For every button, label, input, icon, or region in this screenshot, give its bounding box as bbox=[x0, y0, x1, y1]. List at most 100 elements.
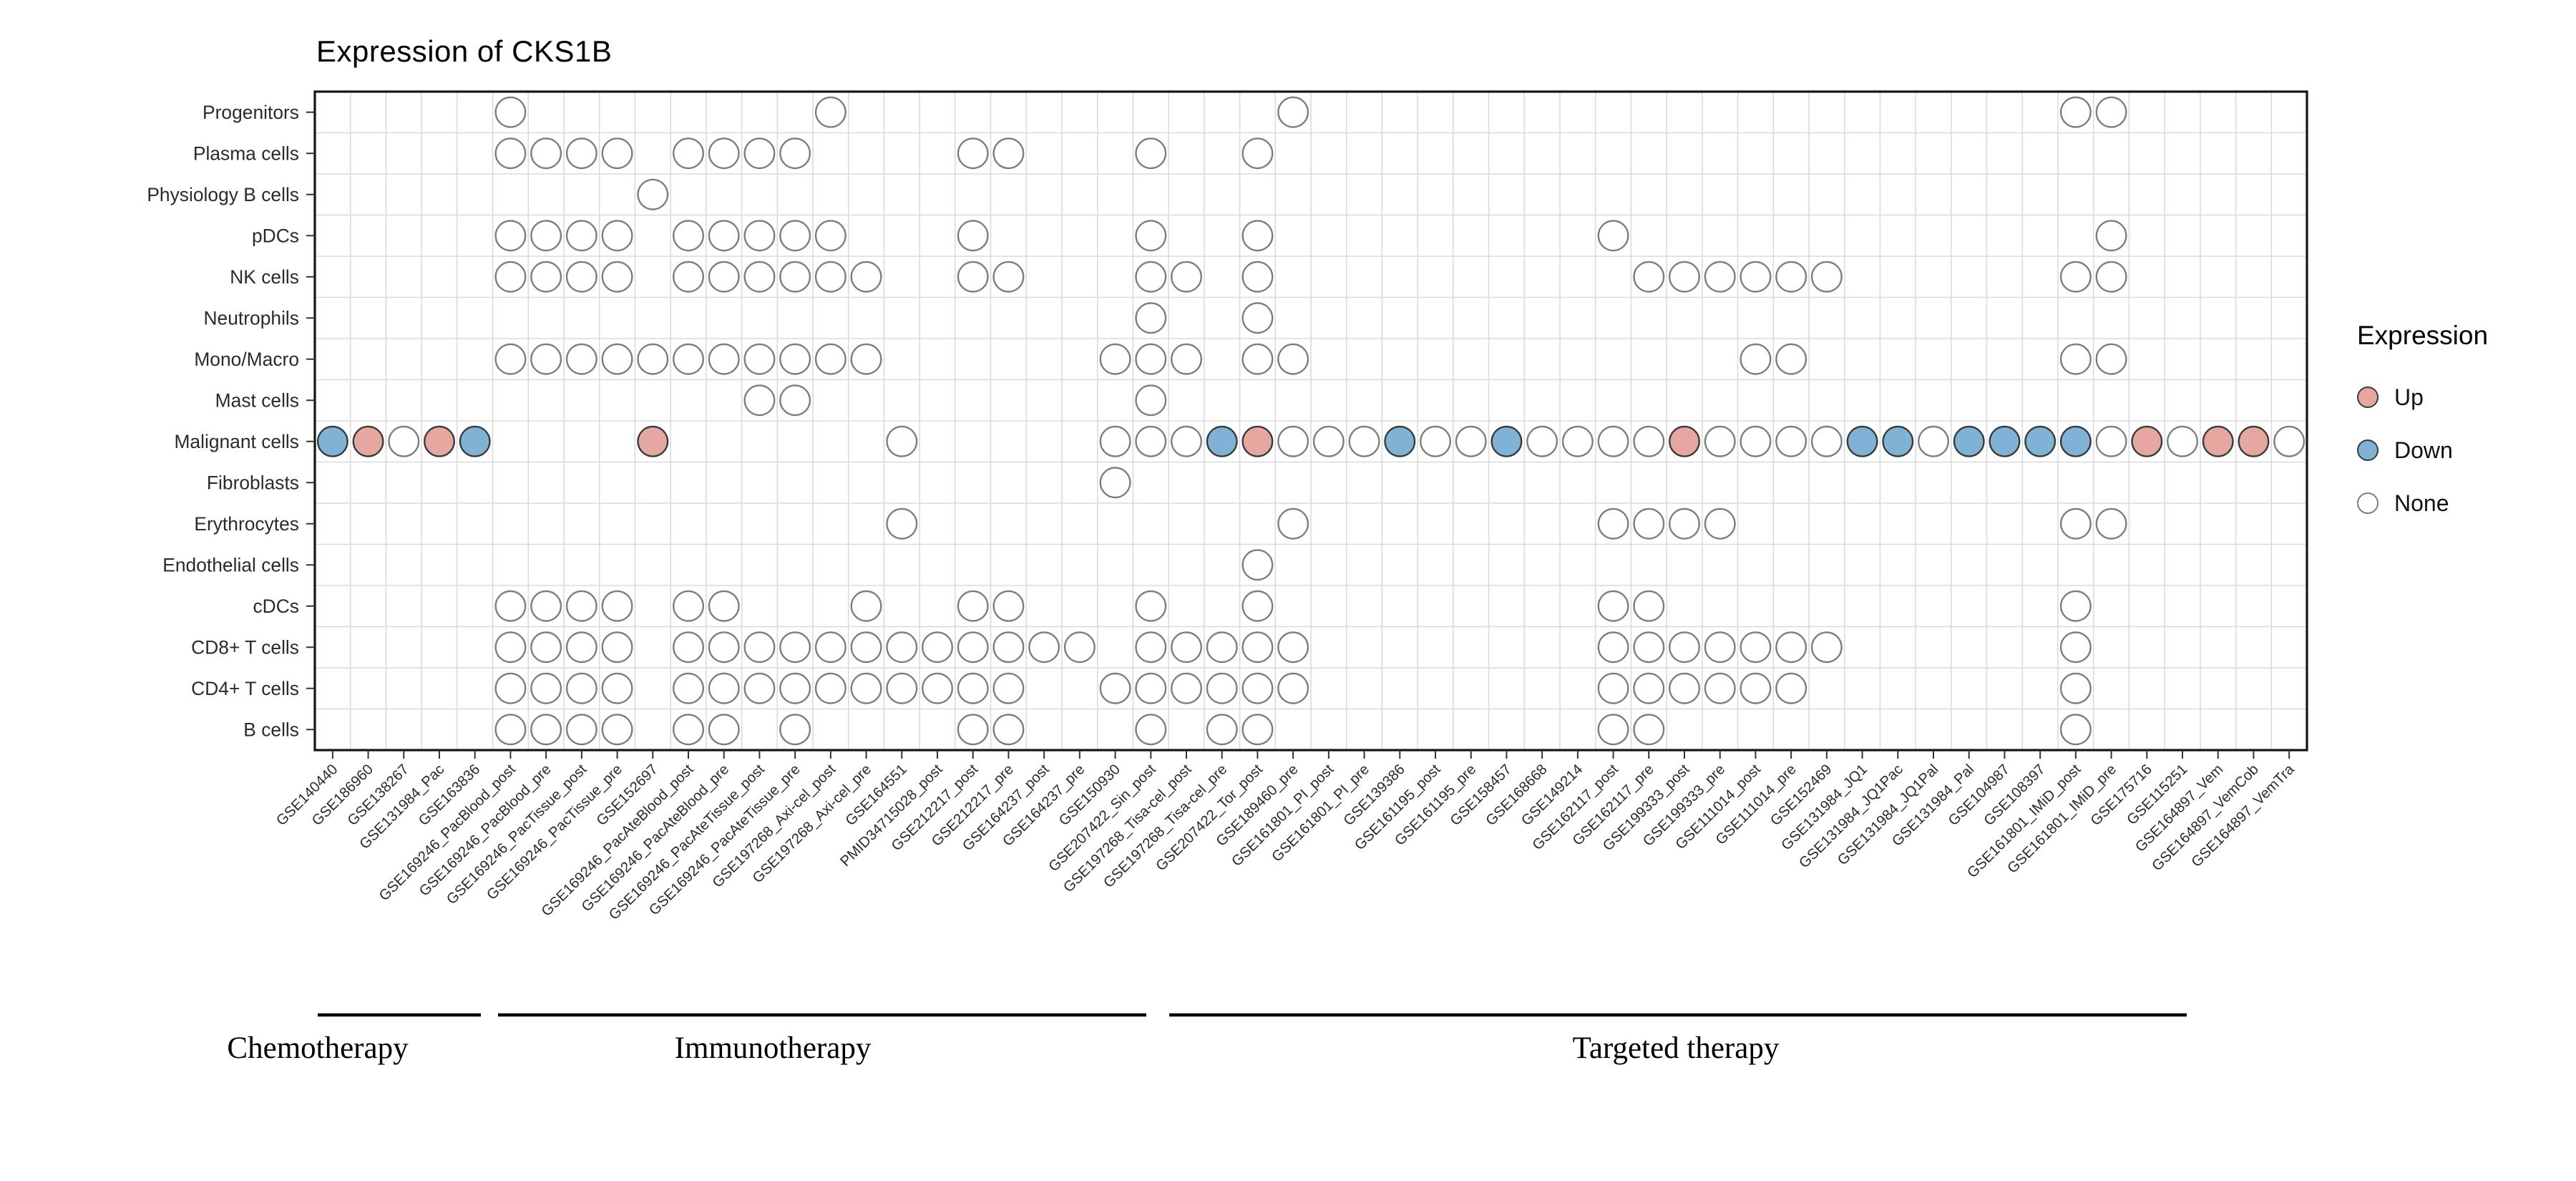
expression-dot bbox=[992, 672, 1025, 704]
expression-dot bbox=[530, 631, 562, 664]
expression-dot bbox=[1740, 631, 1772, 664]
expression-dot bbox=[814, 220, 847, 252]
expression-dot bbox=[601, 261, 633, 293]
expression-dot bbox=[601, 137, 633, 170]
expression-dot bbox=[2059, 631, 2092, 664]
row-label: pDCs bbox=[252, 225, 299, 246]
expression-dot bbox=[1135, 302, 1167, 334]
expression-dot bbox=[1775, 261, 1807, 293]
expression-dot bbox=[743, 220, 776, 252]
expression-dot bbox=[779, 714, 811, 746]
expression-dot bbox=[2166, 425, 2198, 457]
expression-dot bbox=[1135, 137, 1167, 170]
expression-dot bbox=[1170, 261, 1202, 293]
expression-dot bbox=[1206, 425, 1238, 457]
row-label: Malignant cells bbox=[174, 431, 299, 452]
expression-dot bbox=[1775, 631, 1807, 664]
expression-dot bbox=[886, 507, 918, 540]
expression-dot bbox=[1277, 672, 1309, 704]
expression-dot bbox=[1170, 672, 1202, 704]
expression-dot bbox=[530, 672, 562, 704]
panel-border bbox=[313, 90, 2308, 752]
expression-dot bbox=[1668, 261, 1700, 293]
expression-dot bbox=[1135, 261, 1167, 293]
expression-dot bbox=[565, 261, 597, 293]
expression-dot bbox=[1597, 507, 1629, 540]
expression-dot bbox=[2024, 425, 2057, 457]
row-label: Mono/Macro bbox=[194, 349, 299, 370]
expression-dot bbox=[530, 261, 562, 293]
expression-dot bbox=[2095, 96, 2127, 128]
expression-dot bbox=[2059, 714, 2092, 746]
expression-dot bbox=[743, 261, 776, 293]
expression-dot bbox=[886, 672, 918, 704]
expression-dot bbox=[1099, 343, 1131, 375]
expression-dot bbox=[1882, 425, 1914, 457]
expression-dot bbox=[1099, 672, 1131, 704]
expression-dot bbox=[1277, 425, 1309, 457]
expression-dot bbox=[494, 590, 527, 622]
expression-dot bbox=[957, 714, 989, 746]
expression-dot bbox=[1740, 672, 1772, 704]
expression-dot bbox=[1561, 425, 1594, 457]
expression-dot bbox=[2273, 425, 2306, 457]
expression-dot bbox=[601, 714, 633, 746]
expression-dot bbox=[388, 425, 420, 457]
expression-dot bbox=[1597, 425, 1629, 457]
expression-dot bbox=[565, 137, 597, 170]
expression-dot bbox=[1277, 96, 1309, 128]
expression-dot bbox=[637, 343, 669, 375]
expression-dot bbox=[1597, 590, 1629, 622]
expression-dot bbox=[1775, 672, 1807, 704]
row-label: Neutrophils bbox=[204, 307, 300, 329]
expression-dot bbox=[494, 261, 527, 293]
expression-dot bbox=[530, 590, 562, 622]
row-label: Physiology B cells bbox=[147, 184, 299, 205]
legend-items: Up Down None bbox=[2357, 371, 2488, 530]
expression-dot bbox=[1206, 631, 1238, 664]
expression-dot bbox=[1277, 631, 1309, 664]
expression-dot bbox=[673, 261, 705, 293]
expression-dot bbox=[1170, 631, 1202, 664]
expression-dot bbox=[886, 631, 918, 664]
expression-dot bbox=[708, 672, 740, 704]
expression-dot bbox=[814, 343, 847, 375]
legend-item-down: Down bbox=[2357, 424, 2488, 477]
expression-dot bbox=[1526, 425, 1558, 457]
expression-dot bbox=[1704, 631, 1736, 664]
legend-swatch-none-icon bbox=[2357, 492, 2379, 514]
expression-dot bbox=[1740, 261, 1772, 293]
expression-dot bbox=[1775, 343, 1807, 375]
expression-dot bbox=[494, 137, 527, 170]
expression-dot bbox=[565, 631, 597, 664]
expression-dot bbox=[2059, 261, 2092, 293]
expression-dot bbox=[2059, 590, 2092, 622]
expression-dot bbox=[1455, 425, 1487, 457]
expression-dot bbox=[673, 631, 705, 664]
expression-dot bbox=[743, 672, 776, 704]
row-label: Mast cells bbox=[215, 389, 299, 411]
expression-dot bbox=[708, 261, 740, 293]
expression-dot bbox=[957, 220, 989, 252]
expression-dot bbox=[957, 590, 989, 622]
expression-dot bbox=[601, 590, 633, 622]
legend: Expression Up Down None bbox=[2357, 321, 2488, 530]
row-label: Fibroblasts bbox=[207, 472, 299, 493]
expression-dot bbox=[850, 631, 882, 664]
expression-dot bbox=[1633, 425, 1665, 457]
expression-dot bbox=[1917, 425, 1949, 457]
expression-dot bbox=[601, 631, 633, 664]
expression-dot bbox=[850, 343, 882, 375]
legend-item-none: None bbox=[2357, 477, 2488, 530]
row-label: B cells bbox=[243, 719, 299, 740]
expression-dot bbox=[673, 672, 705, 704]
expression-dot bbox=[779, 631, 811, 664]
expression-dot bbox=[992, 714, 1025, 746]
expression-dot bbox=[1135, 714, 1167, 746]
expression-dot bbox=[2059, 672, 2092, 704]
expression-dot bbox=[1384, 425, 1416, 457]
expression-dot bbox=[1241, 549, 1274, 581]
row-label: CD4+ T cells bbox=[191, 678, 299, 699]
expression-dot bbox=[673, 220, 705, 252]
